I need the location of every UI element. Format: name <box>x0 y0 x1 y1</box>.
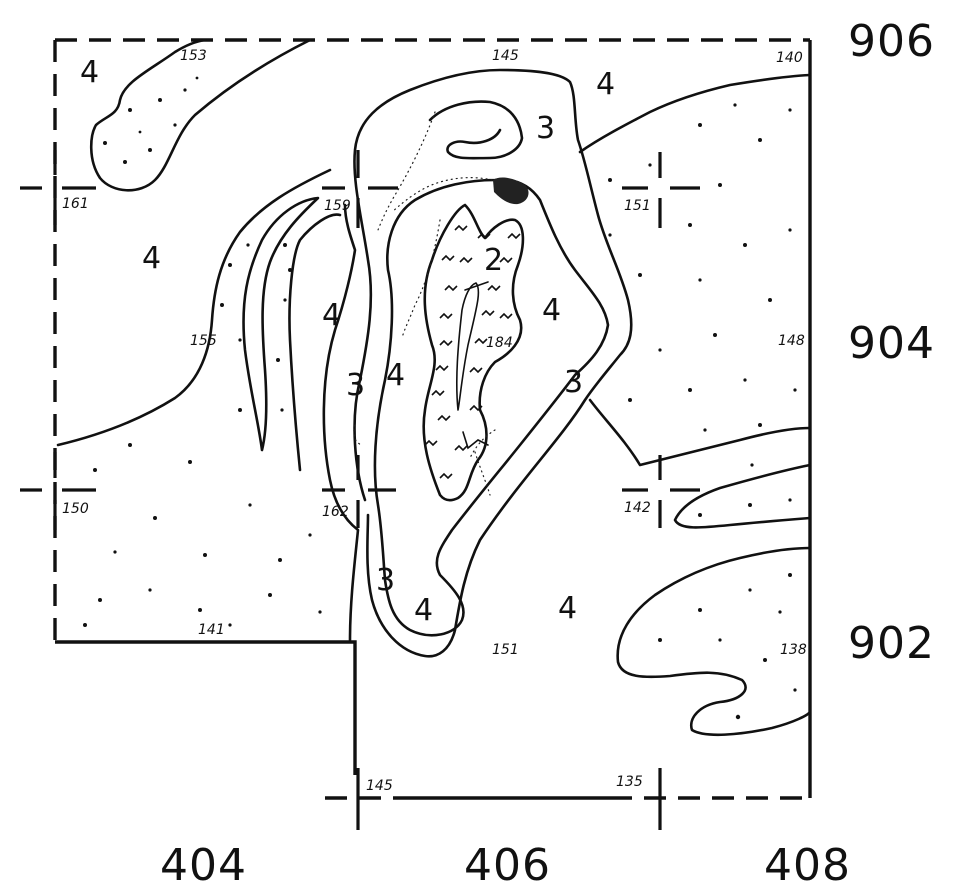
elev-161: 161 <box>62 196 89 212</box>
elev-155: 155 <box>190 333 217 349</box>
elev-141: 141 <box>198 622 225 638</box>
grid-cross-lower-left <box>20 452 96 530</box>
elev-145-bottom: 145 <box>366 778 393 794</box>
zone-label-3-upper: 3 <box>536 111 555 146</box>
elev-184: 184 <box>486 335 513 351</box>
east-tongue <box>673 463 812 529</box>
upper-left-dotted-lobe <box>89 38 312 192</box>
grid-cross-upper-left <box>20 150 96 225</box>
central-hill-inner <box>373 178 610 637</box>
elev-162: 162 <box>322 504 349 520</box>
elev-142: 142 <box>624 500 651 516</box>
northing-label-904: 904 <box>848 318 935 369</box>
zone-label-4-upper-left: 4 <box>80 55 99 90</box>
zone-label-4-upper-right: 4 <box>596 67 615 102</box>
elev-138: 138 <box>780 642 807 658</box>
grid-cross-lower-right <box>622 455 700 528</box>
easting-label-406: 406 <box>464 840 551 891</box>
easting-labels: 404 406 408 <box>160 840 851 891</box>
zone-label-4-core-east: 4 <box>542 293 561 328</box>
zone-label-2-core: 2 <box>484 243 503 278</box>
core-zone-2 <box>422 203 525 502</box>
dotted-traces <box>353 111 496 496</box>
elev-151-lower: 151 <box>492 642 519 658</box>
core-leader <box>464 281 489 291</box>
left-dotted-ridge <box>56 168 332 447</box>
zone-label-3-west: 3 <box>346 368 365 403</box>
elev-145-top: 145 <box>492 48 519 64</box>
easting-label-408: 408 <box>764 840 851 891</box>
elev-135: 135 <box>616 774 643 790</box>
southeast-dotted-lobe <box>616 546 812 737</box>
northing-labels: 906 904 902 <box>848 16 935 669</box>
central-hill-outer <box>353 68 633 658</box>
zone-label-4-lower: 4 <box>414 593 433 628</box>
zone-label-4-core-west: 4 <box>386 358 405 393</box>
northing-label-906: 906 <box>848 16 935 67</box>
zone-labels: 4 4 3 4 4 2 4 4 3 3 3 4 4 <box>80 55 615 628</box>
upper-bay <box>428 100 524 160</box>
east-spur <box>588 398 812 467</box>
grid-cross-upper-right <box>622 152 700 228</box>
elev-153: 153 <box>180 48 207 64</box>
elev-148: 148 <box>778 333 805 349</box>
ridge-outer-band <box>288 213 342 472</box>
zone-label-4-south: 4 <box>558 591 577 626</box>
elev-159: 159 <box>324 198 351 214</box>
elevation-labels: 153 145 140 161 159 151 155 148 184 150 … <box>62 48 807 794</box>
zone-label-4-west: 4 <box>142 241 161 276</box>
map-boundary <box>53 38 812 830</box>
easting-label-404: 404 <box>160 840 247 891</box>
elev-151-upper: 151 <box>624 198 651 214</box>
northing-label-902: 902 <box>848 618 935 669</box>
core-dike <box>455 282 480 411</box>
zone-label-3-east: 3 <box>564 365 583 400</box>
stipple-dots <box>83 76 797 720</box>
formation-outlines <box>56 38 812 737</box>
east-dotted-region <box>578 73 812 154</box>
west-edge-band <box>322 203 360 642</box>
elev-140: 140 <box>776 50 803 66</box>
zone-label-4-ridge: 4 <box>322 298 341 333</box>
zone-label-3-lower: 3 <box>376 563 395 598</box>
ridge-inner-band <box>242 196 320 452</box>
elev-150: 150 <box>62 501 89 517</box>
core-fault <box>462 431 489 450</box>
wavy-marks <box>424 224 521 480</box>
basalt-patch <box>493 177 529 205</box>
